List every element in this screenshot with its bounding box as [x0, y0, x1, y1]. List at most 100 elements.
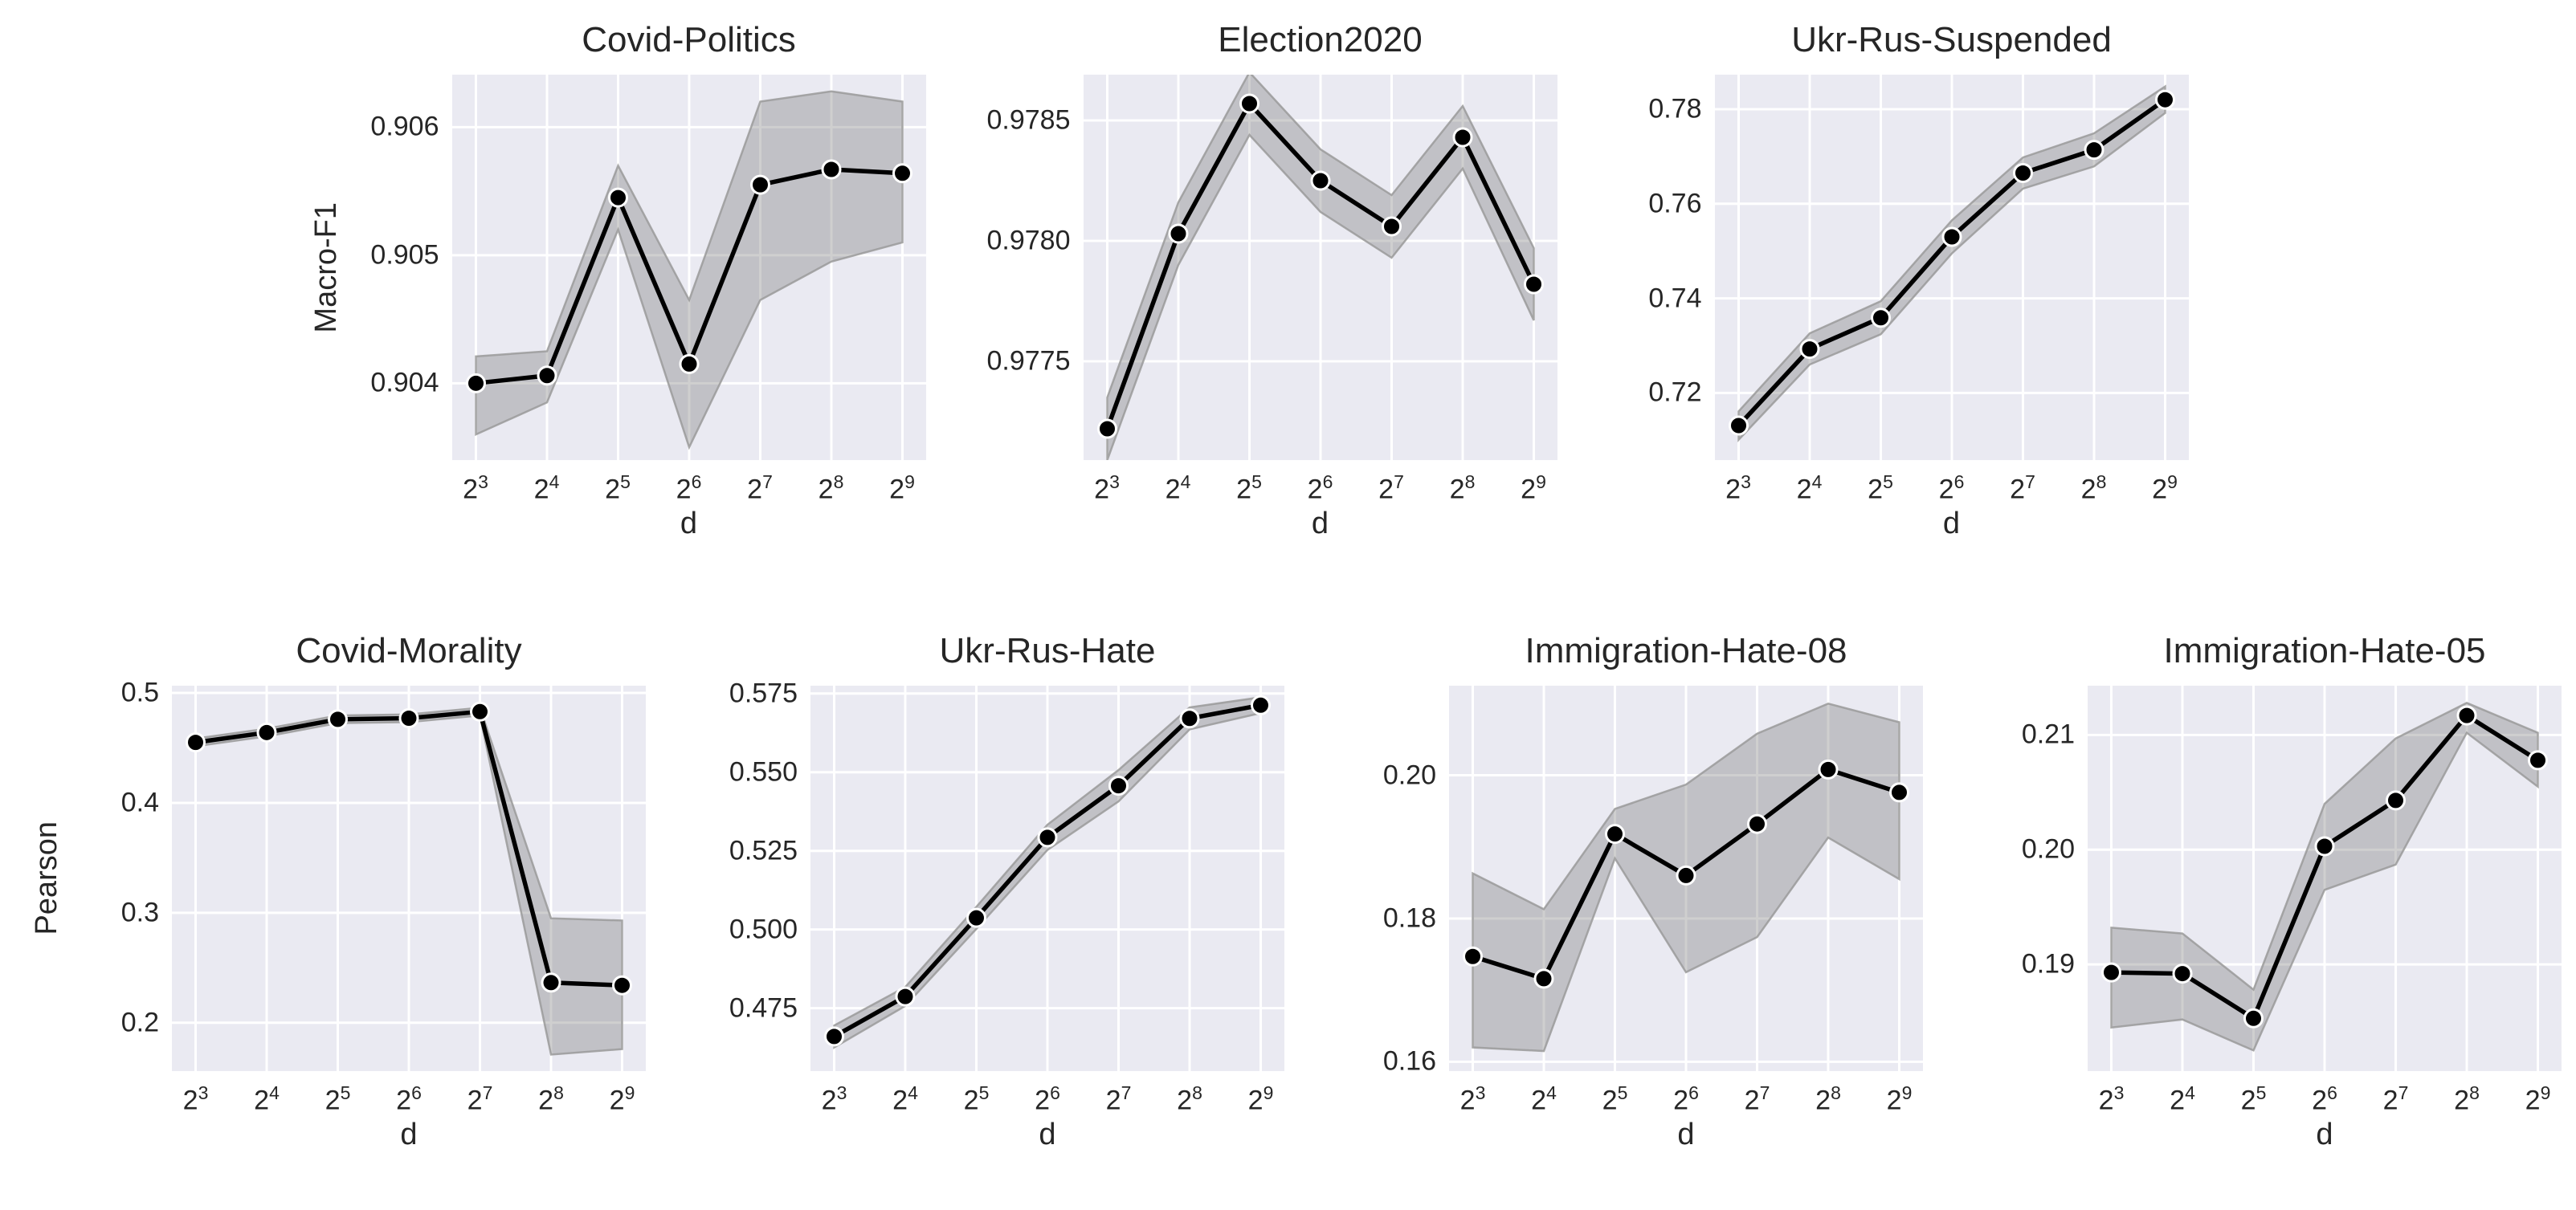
y-axis-ticks: 0.72 0.74 0.76 0.78 — [1557, 75, 1715, 460]
y-tick-label: 0.5 — [120, 677, 159, 708]
x-tick-label: 28 — [1449, 471, 1476, 505]
chart-title: Covid-Morality — [296, 630, 522, 670]
y-axis: 0.9775 0.9780 0.9785 — [926, 75, 1084, 460]
x-axis-label: d — [1677, 1118, 1695, 1151]
y-tick-label: 0.74 — [1648, 283, 1702, 314]
y-axis: 0.475 0.500 0.525 0.550 0.575 — [653, 678, 810, 1071]
x-tick-label: 27 — [1105, 1082, 1132, 1116]
x-tick-label: 26 — [1673, 1082, 1699, 1116]
x-axis-ticks: 23 24 25 26 27 28 29 — [810, 1071, 1284, 1116]
y-tick-label: 0.9785 — [986, 104, 1071, 136]
x-tick-label: 24 — [2170, 1082, 2195, 1116]
plot-area — [1449, 686, 1923, 1071]
x-tick-label: 24 — [1165, 471, 1191, 505]
y-tick-label: 0.18 — [1382, 902, 1436, 934]
y-axis-ticks: 0.2 0.3 0.4 0.5 — [14, 678, 172, 1071]
x-tick-label: 29 — [889, 471, 915, 505]
plot-area — [810, 686, 1284, 1071]
x-tick-label: 25 — [1236, 471, 1262, 505]
x-tick-label: 24 — [892, 1082, 918, 1116]
plot-area — [451, 75, 926, 460]
y-tick-label: 0.20 — [1382, 760, 1436, 791]
chart-immigration-hate-05: Immigration-Hate-05 0.19 0.20 0.21 23 24 25 2… — [1930, 622, 2562, 1156]
y-tick-label: 0.20 — [2021, 833, 2075, 865]
x-tick-label: 27 — [2382, 1082, 2409, 1116]
x-tick-label: 25 — [2240, 1082, 2267, 1116]
x-tick-label: 29 — [2152, 471, 2178, 505]
y-tick-label: 0.19 — [2021, 948, 2075, 980]
x-axis-ticks: 23 24 25 26 27 28 29 — [1449, 1071, 1923, 1116]
y-tick-label: 0.72 — [1648, 377, 1702, 408]
x-tick-label: 24 — [1531, 1082, 1557, 1116]
y-tick-label: 0.904 — [370, 367, 439, 398]
x-tick-label: 28 — [1177, 1082, 1202, 1116]
y-axis: 0.72 0.74 0.76 0.78 — [1557, 75, 1715, 460]
x-tick-label: 23 — [463, 471, 488, 505]
x-tick-label: 27 — [1744, 1082, 1770, 1116]
chart-election2020: Election2020 0.9775 0.9780 0.9785 23 24 25 26… — [926, 11, 1557, 545]
x-tick-label: 28 — [2080, 471, 2107, 505]
x-tick-label: 28 — [2454, 1082, 2480, 1116]
plot-area — [1083, 75, 1557, 460]
x-axis-label: d — [400, 1118, 418, 1151]
x-tick-label: 23 — [1725, 471, 1751, 505]
x-tick-label: 27 — [467, 1082, 493, 1116]
x-tick-label: 23 — [182, 1082, 209, 1116]
y-tick-label: 0.575 — [729, 678, 798, 709]
x-tick-label: 29 — [2525, 1082, 2551, 1116]
chart-title: Ukr-Rus-Suspended — [1791, 19, 2112, 59]
chart-row-bottom: Covid-Morality Pearson 0.2 0.3 0.4 0.5 23 24… — [0, 622, 2576, 1156]
x-tick-label: 25 — [1868, 471, 1893, 505]
y-tick-label: 0.905 — [370, 239, 439, 271]
x-tick-label: 29 — [1247, 1082, 1274, 1116]
x-tick-label: 25 — [605, 471, 631, 505]
x-tick-label: 23 — [2098, 1082, 2125, 1116]
chart-covid-morality: Covid-Morality Pearson 0.2 0.3 0.4 0.5 23 24… — [14, 622, 646, 1156]
x-tick-label: 23 — [1459, 1082, 1486, 1116]
x-tick-label: 27 — [747, 471, 773, 505]
y-axis: 0.19 0.20 0.21 — [1930, 686, 2088, 1071]
y-tick-label: 0.2 — [120, 1007, 159, 1038]
x-tick-label: 26 — [676, 471, 702, 505]
x-tick-label: 24 — [1796, 471, 1823, 505]
x-tick-label: 29 — [1521, 471, 1546, 505]
y-axis: 0.16 0.18 0.20 — [1292, 686, 1449, 1077]
x-tick-label: 28 — [818, 471, 844, 505]
y-tick-label: 0.3 — [120, 897, 159, 928]
chart-title: Immigration-Hate-05 — [2163, 630, 2486, 670]
x-tick-label: 23 — [1094, 471, 1120, 505]
y-axis-ticks: 0.904 0.905 0.906 — [295, 75, 452, 460]
x-tick-label: 24 — [533, 471, 560, 505]
chart-ukr-rus-hate: Ukr-Rus-Hate 0.475 0.500 0.525 0.550 0.575 2… — [653, 622, 1284, 1156]
x-axis-label: d — [1942, 507, 1961, 540]
x-tick-label: 28 — [1815, 1082, 1841, 1116]
x-tick-label: 26 — [2312, 1082, 2337, 1116]
x-axis-ticks: 23 24 25 26 27 28 29 — [172, 1071, 646, 1116]
chart-title: Immigration-Hate-08 — [1525, 630, 1847, 670]
x-axis-ticks: 23 24 25 26 27 28 29 — [1084, 460, 1557, 505]
x-tick-label: 27 — [1378, 471, 1404, 505]
y-tick-label: 0.16 — [1382, 1045, 1436, 1077]
y-tick-label: 0.906 — [370, 111, 439, 142]
plot-area — [2088, 686, 2562, 1071]
x-tick-label: 26 — [1035, 1082, 1060, 1116]
y-axis: Pearson 0.2 0.3 0.4 0.5 — [14, 678, 172, 1071]
chart-immigration-hate-08: Immigration-Hate-08 0.16 0.18 0.20 23 24 25 2… — [1292, 622, 1923, 1156]
x-tick-label: 29 — [609, 1082, 635, 1116]
x-tick-label: 24 — [254, 1082, 280, 1116]
y-axis-ticks: 0.9775 0.9780 0.9785 — [926, 75, 1084, 460]
x-axis-ticks: 23 24 25 26 27 28 29 — [2088, 1071, 2562, 1116]
figure-canvas: { "figure": { "x_axis_label": "d", "row1… — [0, 11, 2576, 1210]
y-axis-ticks: 0.16 0.18 0.20 — [1292, 686, 1449, 1077]
y-tick-label: 0.21 — [2021, 719, 2075, 750]
chart-ukr-rus-suspended: Ukr-Rus-Suspended 0.72 0.74 0.76 0.78 23 24 2… — [1557, 11, 2189, 545]
x-tick-label: 25 — [1602, 1082, 1628, 1116]
x-axis-ticks: 23 24 25 26 27 28 29 — [452, 460, 926, 505]
y-tick-label: 0.4 — [120, 787, 159, 818]
y-tick-label: 0.525 — [729, 835, 798, 866]
y-axis-ticks: 0.19 0.20 0.21 — [1930, 686, 2088, 1071]
chart-title: Covid-Politics — [582, 19, 796, 59]
y-axis: Macro-F1 0.904 0.905 0.906 — [295, 75, 452, 460]
x-axis-label: d — [680, 507, 698, 540]
y-tick-label: 0.550 — [729, 756, 798, 788]
